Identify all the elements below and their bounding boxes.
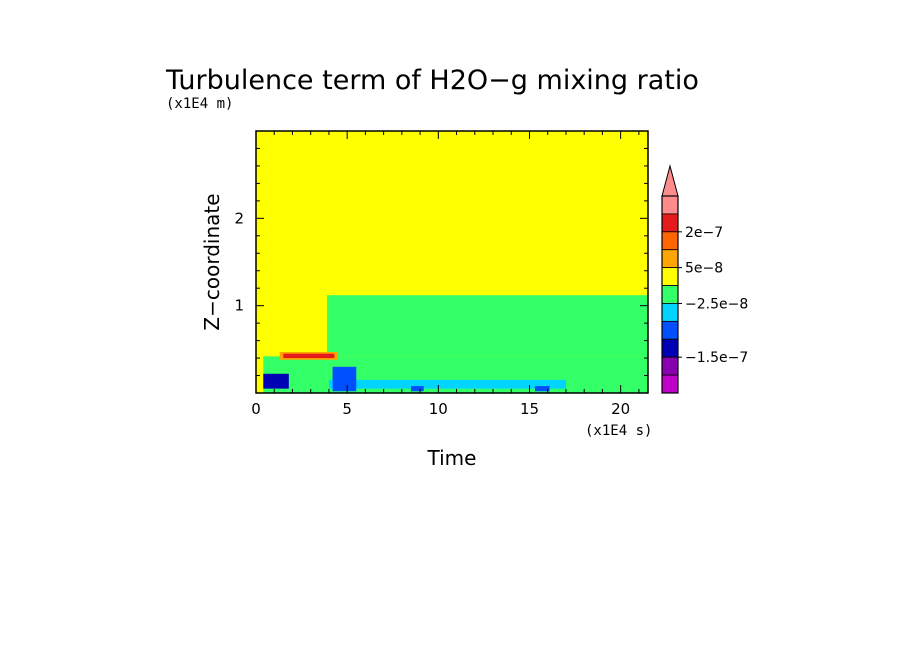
x-axis: 0 5 10 15 20 bbox=[251, 131, 640, 418]
y-unit-label: (x1E4 m) bbox=[166, 96, 233, 112]
colorbar: 2e−7 5e−8 −2.5e−8 −1.5e−7 bbox=[661, 164, 748, 394]
y-axis-label: Z−coordinate bbox=[200, 193, 224, 330]
data-region-7 bbox=[332, 366, 357, 392]
colorbar-segment bbox=[661, 213, 679, 233]
colorbar-segment bbox=[661, 195, 679, 215]
colorbar-segment bbox=[661, 320, 679, 340]
colorbar-segment bbox=[661, 338, 679, 358]
y-tick-label: 1 bbox=[234, 297, 244, 315]
x-tick-label: 10 bbox=[429, 400, 448, 418]
data-region-5 bbox=[283, 353, 335, 359]
colorbar-segment bbox=[661, 249, 679, 269]
data-region-9 bbox=[410, 386, 424, 392]
y-tick-label: 2 bbox=[234, 209, 244, 227]
colorbar-label: −2.5e−8 bbox=[685, 296, 748, 312]
x-tick-label: 5 bbox=[342, 400, 352, 418]
data-region-0 bbox=[327, 295, 648, 311]
colorbar-label: 2e−7 bbox=[685, 225, 723, 241]
data-regions bbox=[263, 295, 648, 393]
colorbar-segment bbox=[661, 356, 679, 376]
data-region-6 bbox=[328, 379, 566, 389]
x-axis-label: Time bbox=[427, 446, 477, 470]
data-region-1 bbox=[327, 310, 648, 357]
data-region-8 bbox=[263, 373, 289, 389]
colorbar-segment bbox=[661, 374, 679, 394]
colorbar-segment bbox=[661, 231, 679, 251]
colorbar-segment bbox=[661, 285, 679, 304]
plot-frame bbox=[255, 130, 649, 394]
chart-title: Turbulence term of H2O−g mixing ratio bbox=[165, 65, 699, 96]
colorbar-label: 5e−8 bbox=[685, 261, 723, 277]
colorbar-segment bbox=[661, 267, 679, 286]
colorbar-frame bbox=[661, 195, 679, 394]
data-region-10 bbox=[534, 386, 550, 392]
x-tick-label: 20 bbox=[611, 400, 630, 418]
x-unit-label: (x1E4 s) bbox=[585, 423, 652, 439]
colorbar-label: −1.5e−7 bbox=[685, 350, 748, 366]
y-axis: 12 bbox=[234, 147, 648, 377]
x-tick-label: 15 bbox=[520, 400, 539, 418]
x-tick-label: 0 bbox=[251, 400, 261, 418]
colorbar-segment bbox=[661, 303, 679, 322]
